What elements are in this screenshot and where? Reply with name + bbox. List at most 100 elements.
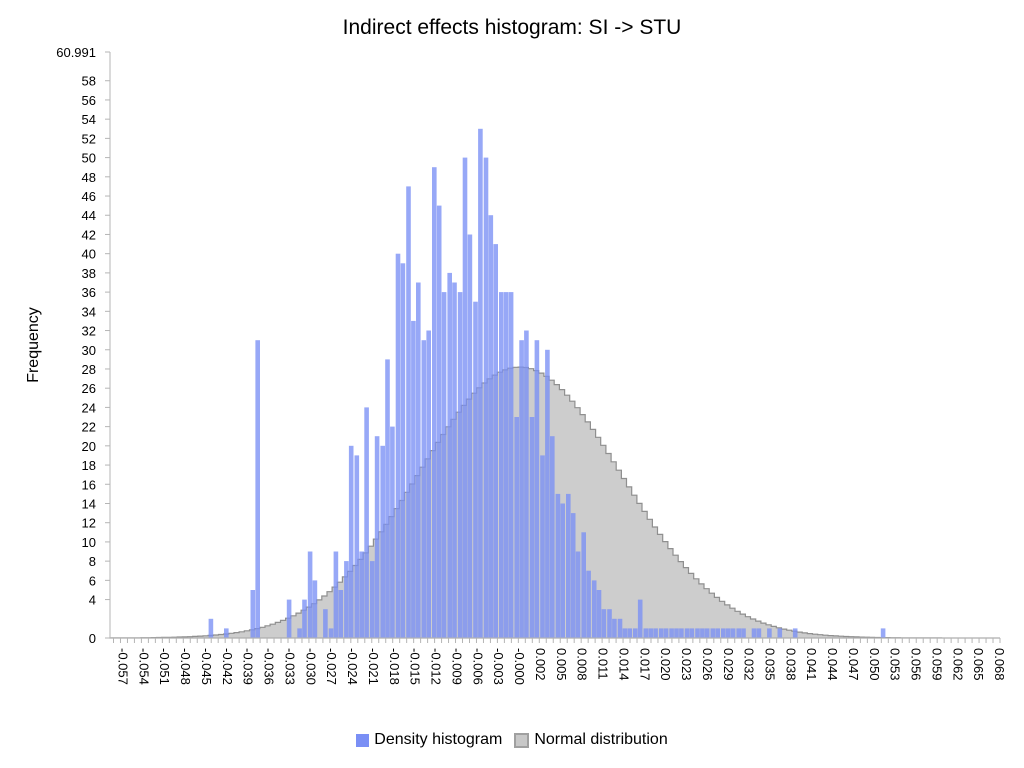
histogram-bar [721, 628, 726, 638]
histogram-bar [529, 417, 535, 638]
histogram-bar [767, 628, 772, 638]
x-tick-label: 0.062 [950, 648, 965, 681]
x-tick-label: -0.027 [324, 648, 339, 685]
histogram-bar [467, 234, 473, 638]
histogram-bar [441, 292, 447, 638]
histogram-bar [426, 330, 431, 638]
histogram-bar [354, 455, 360, 638]
x-tick-label: 0.047 [846, 648, 861, 681]
x-tick-label: 0.068 [992, 648, 1007, 681]
histogram-bar [756, 628, 762, 638]
histogram-bar [473, 301, 478, 638]
histogram-bar [503, 292, 509, 638]
histogram-bar [374, 436, 380, 638]
histogram-bar [637, 599, 643, 638]
histogram-bar [545, 349, 550, 638]
histogram-bar [658, 628, 664, 638]
histogram-bar [508, 292, 514, 638]
histogram-bar [524, 330, 529, 638]
x-tick-label: -0.054 [136, 648, 151, 685]
x-tick-label: 0.029 [721, 648, 736, 681]
y-tick-label: 30 [82, 343, 96, 358]
histogram-bar [286, 599, 292, 638]
histogram-bar [436, 205, 442, 638]
histogram-bar [633, 628, 638, 638]
x-tick-label: 0.041 [804, 648, 819, 681]
histogram-bar [250, 590, 256, 638]
histogram-bar [695, 628, 700, 638]
x-tick-label: -0.030 [303, 648, 318, 685]
y-tick-label: 12 [82, 516, 96, 531]
y-tick-label: 46 [82, 189, 96, 204]
histogram-bar [255, 340, 260, 638]
histogram-bar [725, 628, 731, 638]
y-tick-label: 38 [82, 266, 96, 281]
histogram-bar [792, 628, 798, 638]
histogram-bar [312, 580, 318, 638]
histogram-bar [601, 609, 607, 638]
legend-label-normal: Normal distribution [534, 731, 668, 748]
x-tick-label: 0.020 [658, 648, 673, 681]
histogram-bar [648, 628, 653, 638]
legend-item-density[interactable]: Density histogram [356, 731, 502, 749]
histogram-bar [208, 618, 214, 638]
histogram-bar [478, 128, 483, 639]
y-tick-label: 0 [89, 631, 96, 646]
histogram-bar [224, 628, 229, 638]
y-tick-label: 14 [82, 496, 96, 511]
histogram-bar [612, 618, 617, 638]
y-tick-label: 60.991 [56, 45, 96, 60]
histogram-bar [607, 609, 612, 638]
normal-distribution-area [109, 366, 1000, 639]
histogram-bar [684, 628, 690, 638]
histogram-bar [369, 561, 375, 638]
y-tick-label: 44 [82, 208, 96, 223]
y-tick-label: 16 [82, 477, 96, 492]
histogram-bar [669, 628, 674, 638]
histogram-bar [344, 561, 349, 638]
x-tick-label: 0.017 [637, 648, 652, 681]
histogram-bar [390, 426, 395, 638]
histogram-bar [560, 503, 565, 638]
y-tick-label: 8 [89, 554, 96, 569]
histogram-bar [514, 417, 519, 638]
histogram-bar [307, 551, 313, 638]
x-tick-label: 0.065 [971, 648, 986, 681]
y-tick-label: 20 [82, 439, 96, 454]
x-tick-label: 0.053 [888, 648, 903, 681]
y-tick-label: 34 [82, 304, 96, 319]
histogram-bar [488, 215, 494, 638]
histogram-bar [323, 609, 328, 638]
x-tick-label: 0.056 [909, 648, 924, 681]
histogram-bar [591, 580, 597, 638]
y-tick-label: 54 [82, 112, 96, 127]
histogram-bar [416, 282, 421, 638]
histogram-bar [462, 157, 468, 638]
y-tick-label: 26 [82, 381, 96, 396]
histogram-bar [348, 445, 354, 638]
x-tick-label: -0.039 [241, 648, 256, 685]
x-tick-label: 0.002 [533, 648, 548, 681]
histogram-bar [483, 157, 489, 638]
histogram-bar [643, 628, 649, 638]
y-tick-label: 6 [89, 573, 96, 588]
histogram-bars [208, 128, 886, 639]
histogram-bar [338, 590, 344, 638]
histogram-bar [715, 628, 720, 638]
histogram-bar [570, 513, 576, 638]
histogram-bar [596, 590, 602, 638]
x-tick-label: 0.023 [679, 648, 694, 681]
histogram-bar [406, 186, 411, 638]
histogram-bar [328, 628, 334, 638]
legend-item-normal[interactable]: Normal distribution [514, 731, 668, 749]
histogram-bar [457, 292, 463, 638]
histogram-bar [674, 628, 679, 638]
y-tick-label: 24 [82, 400, 96, 415]
histogram-bar [730, 628, 736, 638]
histogram-bar [302, 599, 307, 638]
x-tick-label: 0.011 [596, 648, 611, 680]
histogram-bar [447, 272, 452, 638]
y-tick-label: 32 [82, 324, 96, 339]
histogram-bar [493, 244, 498, 638]
